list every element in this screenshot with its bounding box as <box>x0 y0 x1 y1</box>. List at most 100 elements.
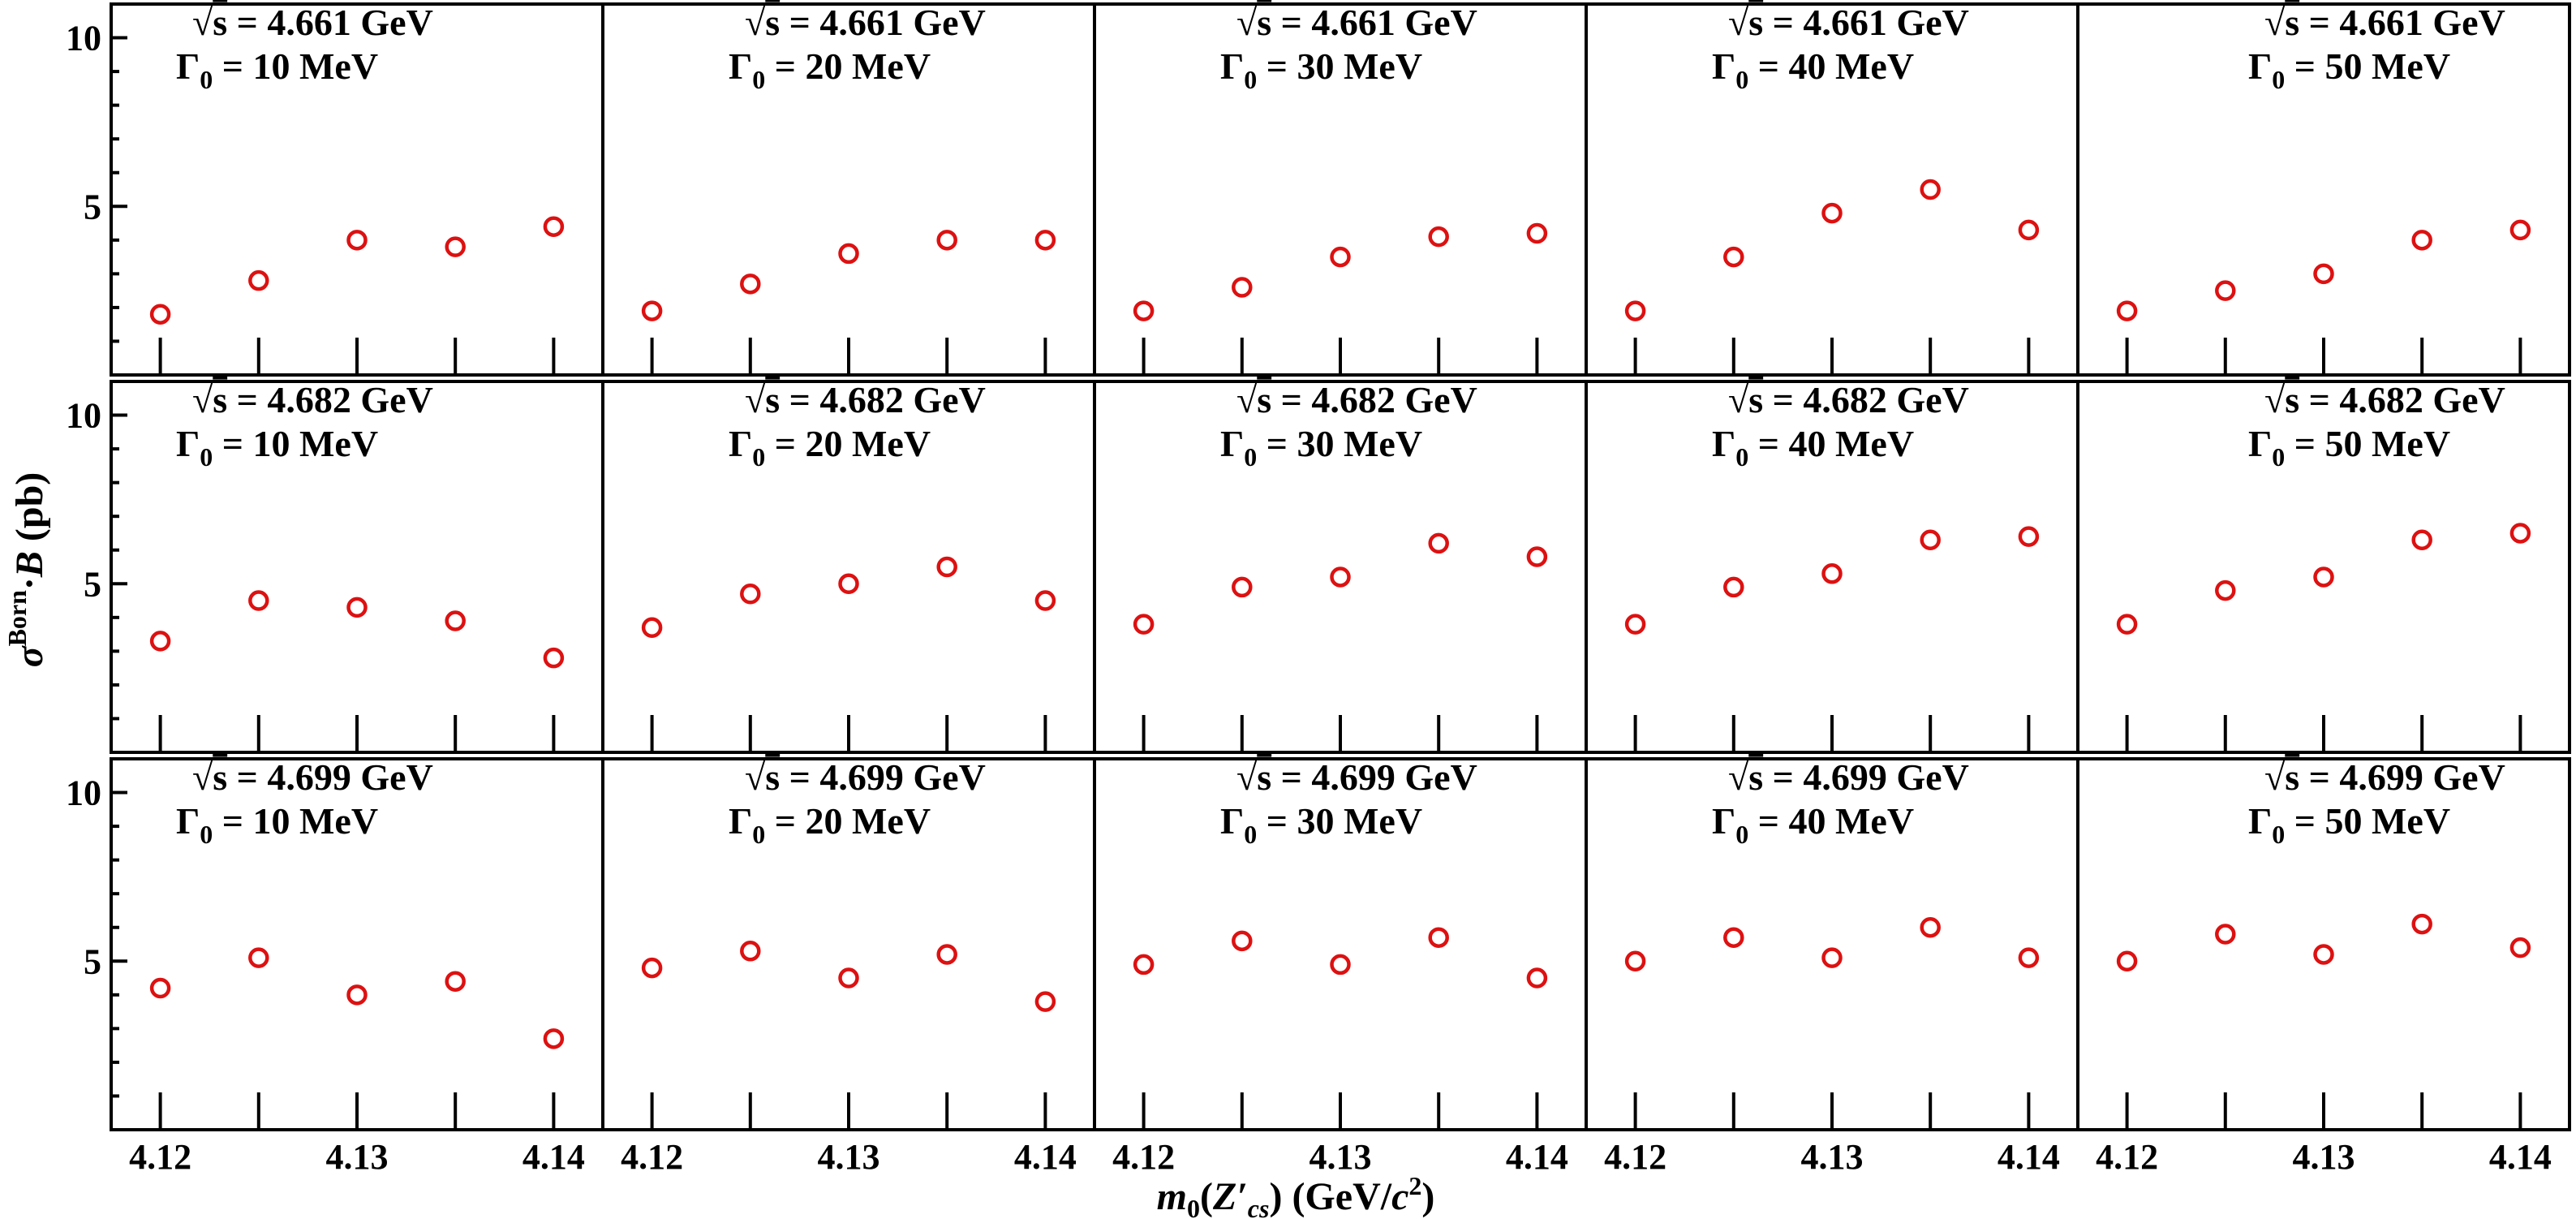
panel-energy-label: √s = 4.699 GeV <box>2264 756 2505 798</box>
data-point <box>543 1028 565 1049</box>
data-point <box>2509 523 2531 544</box>
panel-energy-label: √s = 4.661 GeV <box>192 2 433 43</box>
data-point <box>2509 937 2531 958</box>
data-point <box>1526 546 1548 567</box>
y-axis-title: σBorn·B (pb) <box>2 472 51 668</box>
panel-width-label: Γ0 = 10 MeV <box>176 45 378 94</box>
data-point <box>2018 526 2040 547</box>
panel-width-label: Γ0 = 50 MeV <box>2248 45 2450 94</box>
data-point <box>2313 263 2334 285</box>
data-point <box>936 944 957 965</box>
x-tick-label: 4.14 <box>1014 1137 1077 1177</box>
data-point <box>1526 222 1548 244</box>
panel-width-label: Γ0 = 40 MeV <box>1712 45 1914 94</box>
data-point <box>2313 944 2334 965</box>
panel-width-label: Γ0 = 30 MeV <box>1220 423 1422 472</box>
x-tick-label: 4.12 <box>1604 1137 1666 1177</box>
data-point <box>838 243 859 265</box>
data-point <box>543 647 565 669</box>
panel-width-label: Γ0 = 20 MeV <box>729 800 931 849</box>
panel-energy-label: √s = 4.682 GeV <box>745 379 986 420</box>
data-point <box>838 573 859 595</box>
data-point <box>1330 566 1351 588</box>
data-point <box>1723 927 1744 948</box>
data-point <box>2411 230 2432 251</box>
panel-energy-label: √s = 4.682 GeV <box>192 379 433 420</box>
data-point <box>1920 179 1941 200</box>
data-point <box>740 941 761 962</box>
data-point <box>1624 614 1646 635</box>
data-point <box>936 556 957 578</box>
data-point <box>1133 614 1155 635</box>
data-point <box>1428 532 1449 554</box>
data-point <box>149 304 171 325</box>
panel-energy-label: √s = 4.682 GeV <box>1236 379 1477 420</box>
data-point <box>1232 930 1253 952</box>
panel-energy-label: √s = 4.661 GeV <box>745 2 986 43</box>
y-tick-label: 5 <box>84 941 101 981</box>
panel-energy-label: √s = 4.682 GeV <box>2264 379 2505 420</box>
data-point <box>346 230 368 251</box>
panel-width-label: Γ0 = 10 MeV <box>176 423 378 472</box>
data-point <box>1821 202 1843 224</box>
data-point <box>1034 991 1056 1012</box>
data-point <box>2215 924 2236 945</box>
y-tick-label: 10 <box>66 19 101 58</box>
x-tick-label: 4.12 <box>621 1137 683 1177</box>
x-tick-label: 4.13 <box>1310 1137 1372 1177</box>
data-point <box>1034 230 1056 251</box>
data-point <box>641 300 663 321</box>
data-point <box>1821 947 1843 968</box>
x-tick-label: 4.13 <box>818 1137 880 1177</box>
x-tick-label: 4.12 <box>2096 1137 2158 1177</box>
panel-width-label: Γ0 = 50 MeV <box>2248 800 2450 849</box>
x-tick-label: 4.14 <box>2489 1137 2552 1177</box>
panel-energy-label: √s = 4.661 GeV <box>1728 2 1969 43</box>
data-point <box>936 230 957 251</box>
data-point <box>1232 277 1253 298</box>
data-point <box>1920 529 1941 551</box>
x-tick-label: 4.13 <box>2293 1137 2355 1177</box>
data-point <box>2116 950 2138 972</box>
data-point <box>1330 954 1351 976</box>
data-point <box>248 269 269 291</box>
x-tick-label: 4.12 <box>129 1137 191 1177</box>
data-point <box>2116 300 2138 321</box>
panel-energy-label: √s = 4.699 GeV <box>1236 756 1477 798</box>
panel-width-label: Γ0 = 50 MeV <box>2248 423 2450 472</box>
panel-energy-label: √s = 4.699 GeV <box>745 756 986 798</box>
y-tick-label: 5 <box>84 564 101 604</box>
data-point <box>248 947 269 968</box>
data-point <box>641 957 663 979</box>
panel-width-label: Γ0 = 40 MeV <box>1712 423 1914 472</box>
x-tick-label: 4.14 <box>1998 1137 2060 1177</box>
y-tick-label: 5 <box>84 187 101 226</box>
panel-width-label: Γ0 = 20 MeV <box>729 423 931 472</box>
x-tick-label: 4.14 <box>1506 1137 1568 1177</box>
data-point <box>2411 529 2432 551</box>
data-point <box>149 977 171 999</box>
data-point <box>346 597 368 618</box>
data-point <box>543 216 565 237</box>
data-point <box>2509 219 2531 241</box>
data-point <box>2018 947 2040 968</box>
data-point <box>1526 967 1548 989</box>
x-tick-label: 4.12 <box>1112 1137 1175 1177</box>
data-point <box>1920 916 1941 938</box>
data-point <box>445 610 466 631</box>
panel-energy-label: √s = 4.661 GeV <box>2264 2 2505 43</box>
